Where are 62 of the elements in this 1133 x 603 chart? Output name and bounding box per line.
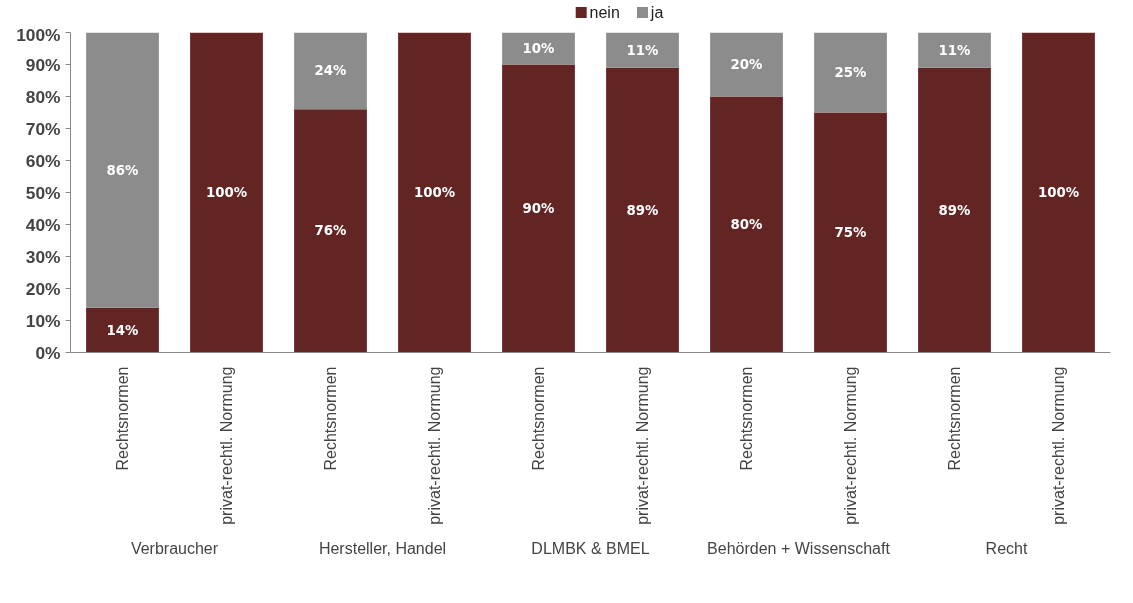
data-label: 100% (413, 185, 456, 200)
bar (86, 307, 159, 353)
text: Recht (985, 539, 1028, 557)
x-tick-label: privat-rechtl. Normung (1050, 366, 1067, 525)
data-label: 86% (106, 162, 139, 178)
text: Hersteller, Handel (318, 539, 447, 557)
text: Verbraucher (130, 539, 219, 557)
x-tick-label: Rechtsnormen (530, 366, 547, 471)
bar (190, 32, 263, 353)
bar (502, 32, 575, 65)
bar (710, 96, 783, 353)
legend-label: ja (649, 4, 664, 21)
bar (606, 32, 679, 68)
x-tick-label: Rechtsnormen (322, 366, 339, 471)
x-tick-label: privat-rechtl. Normung (426, 366, 443, 525)
x-tick-label: Rechtsnormen (114, 366, 131, 471)
y-tick-label: 80% (25, 86, 61, 107)
y-tick-label: 60% (25, 150, 61, 171)
data-label: 14% (106, 322, 139, 338)
y-tick-label: 30% (25, 246, 61, 267)
bar (918, 67, 991, 353)
data-label: 11% (938, 42, 971, 58)
y-tick-label: 100% (16, 24, 61, 45)
data-label: 90% (522, 201, 555, 216)
y-tick-label: 0% (35, 342, 61, 363)
data-label: 11% (626, 42, 659, 58)
x-tick-label: privat-rechtl. Normung (218, 366, 235, 525)
x-tick-label: Rechtsnormen (738, 366, 755, 471)
data-label: 80% (730, 217, 763, 232)
data-label: 20% (730, 57, 763, 72)
bar (86, 32, 159, 308)
text: Behörden + Wissenschaft (707, 539, 891, 557)
data-label: 24% (314, 63, 347, 79)
x-tick-label: privat-rechtl. Normung (842, 366, 859, 525)
bar (814, 32, 887, 113)
bar (294, 109, 367, 353)
bar (294, 32, 367, 110)
bar (1022, 32, 1095, 353)
x-tick-label: privat-rechtl. Normung (634, 366, 651, 525)
y-tick-label: 90% (25, 54, 61, 75)
y-tick-label: 10% (25, 310, 61, 331)
data-label: 75% (834, 225, 867, 240)
data-label: 10% (522, 41, 555, 56)
x-tick-label: Rechtsnormen (946, 366, 963, 471)
data-label: 25% (834, 65, 867, 80)
bar (710, 32, 783, 97)
data-label: 100% (1037, 185, 1080, 200)
data-label: 89% (938, 202, 971, 218)
bar (398, 32, 471, 353)
y-tick-label: 40% (25, 214, 61, 235)
legend-label: nein (589, 4, 620, 21)
bar (502, 64, 575, 353)
y-tick-label: 50% (25, 182, 61, 203)
bar (918, 32, 991, 68)
y-tick-label: 20% (25, 278, 61, 299)
y-tick-label: 70% (25, 118, 61, 139)
data-label: 100% (205, 185, 248, 200)
bar (814, 112, 887, 353)
text: DLMBK & BMEL (531, 539, 650, 557)
data-label: 76% (314, 223, 347, 239)
data-label: 89% (626, 202, 659, 218)
bar (606, 67, 679, 353)
